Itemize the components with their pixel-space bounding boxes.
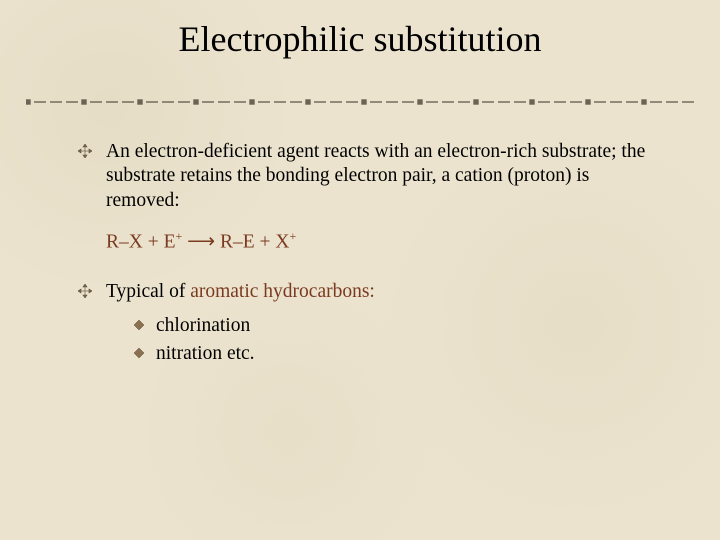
diamond-icon bbox=[134, 348, 144, 358]
reaction-equation: R–X + E+ ⟶ R–E + X+ bbox=[106, 229, 660, 254]
sub-bullet-list: chlorination nitration etc. bbox=[134, 314, 660, 367]
slide-title: Electrophilic substitution bbox=[0, 0, 720, 60]
sub-bullet-item: chlorination bbox=[134, 314, 660, 338]
sub-bullet-item: nitration etc. bbox=[134, 342, 660, 366]
bullet-item: Typical of aromatic hydrocarbons: bbox=[78, 280, 660, 304]
bullet-prefix: Typical of bbox=[106, 281, 190, 302]
title-divider bbox=[26, 98, 694, 106]
sub-bullet-text: chlorination bbox=[156, 314, 250, 338]
bullet-text: An electron-deficient agent reacts with … bbox=[106, 140, 660, 213]
bullet-text: Typical of aromatic hydrocarbons: bbox=[106, 280, 375, 304]
sub-bullet-text: nitration etc. bbox=[156, 342, 255, 366]
bullet-highlight: aromatic hydrocarbons: bbox=[190, 281, 375, 302]
crossed-arrows-icon bbox=[78, 284, 92, 298]
bullet-item: An electron-deficient agent reacts with … bbox=[78, 140, 660, 213]
crossed-arrows-icon bbox=[78, 144, 92, 158]
diamond-icon bbox=[134, 320, 144, 330]
slide-body: An electron-deficient agent reacts with … bbox=[78, 140, 660, 371]
